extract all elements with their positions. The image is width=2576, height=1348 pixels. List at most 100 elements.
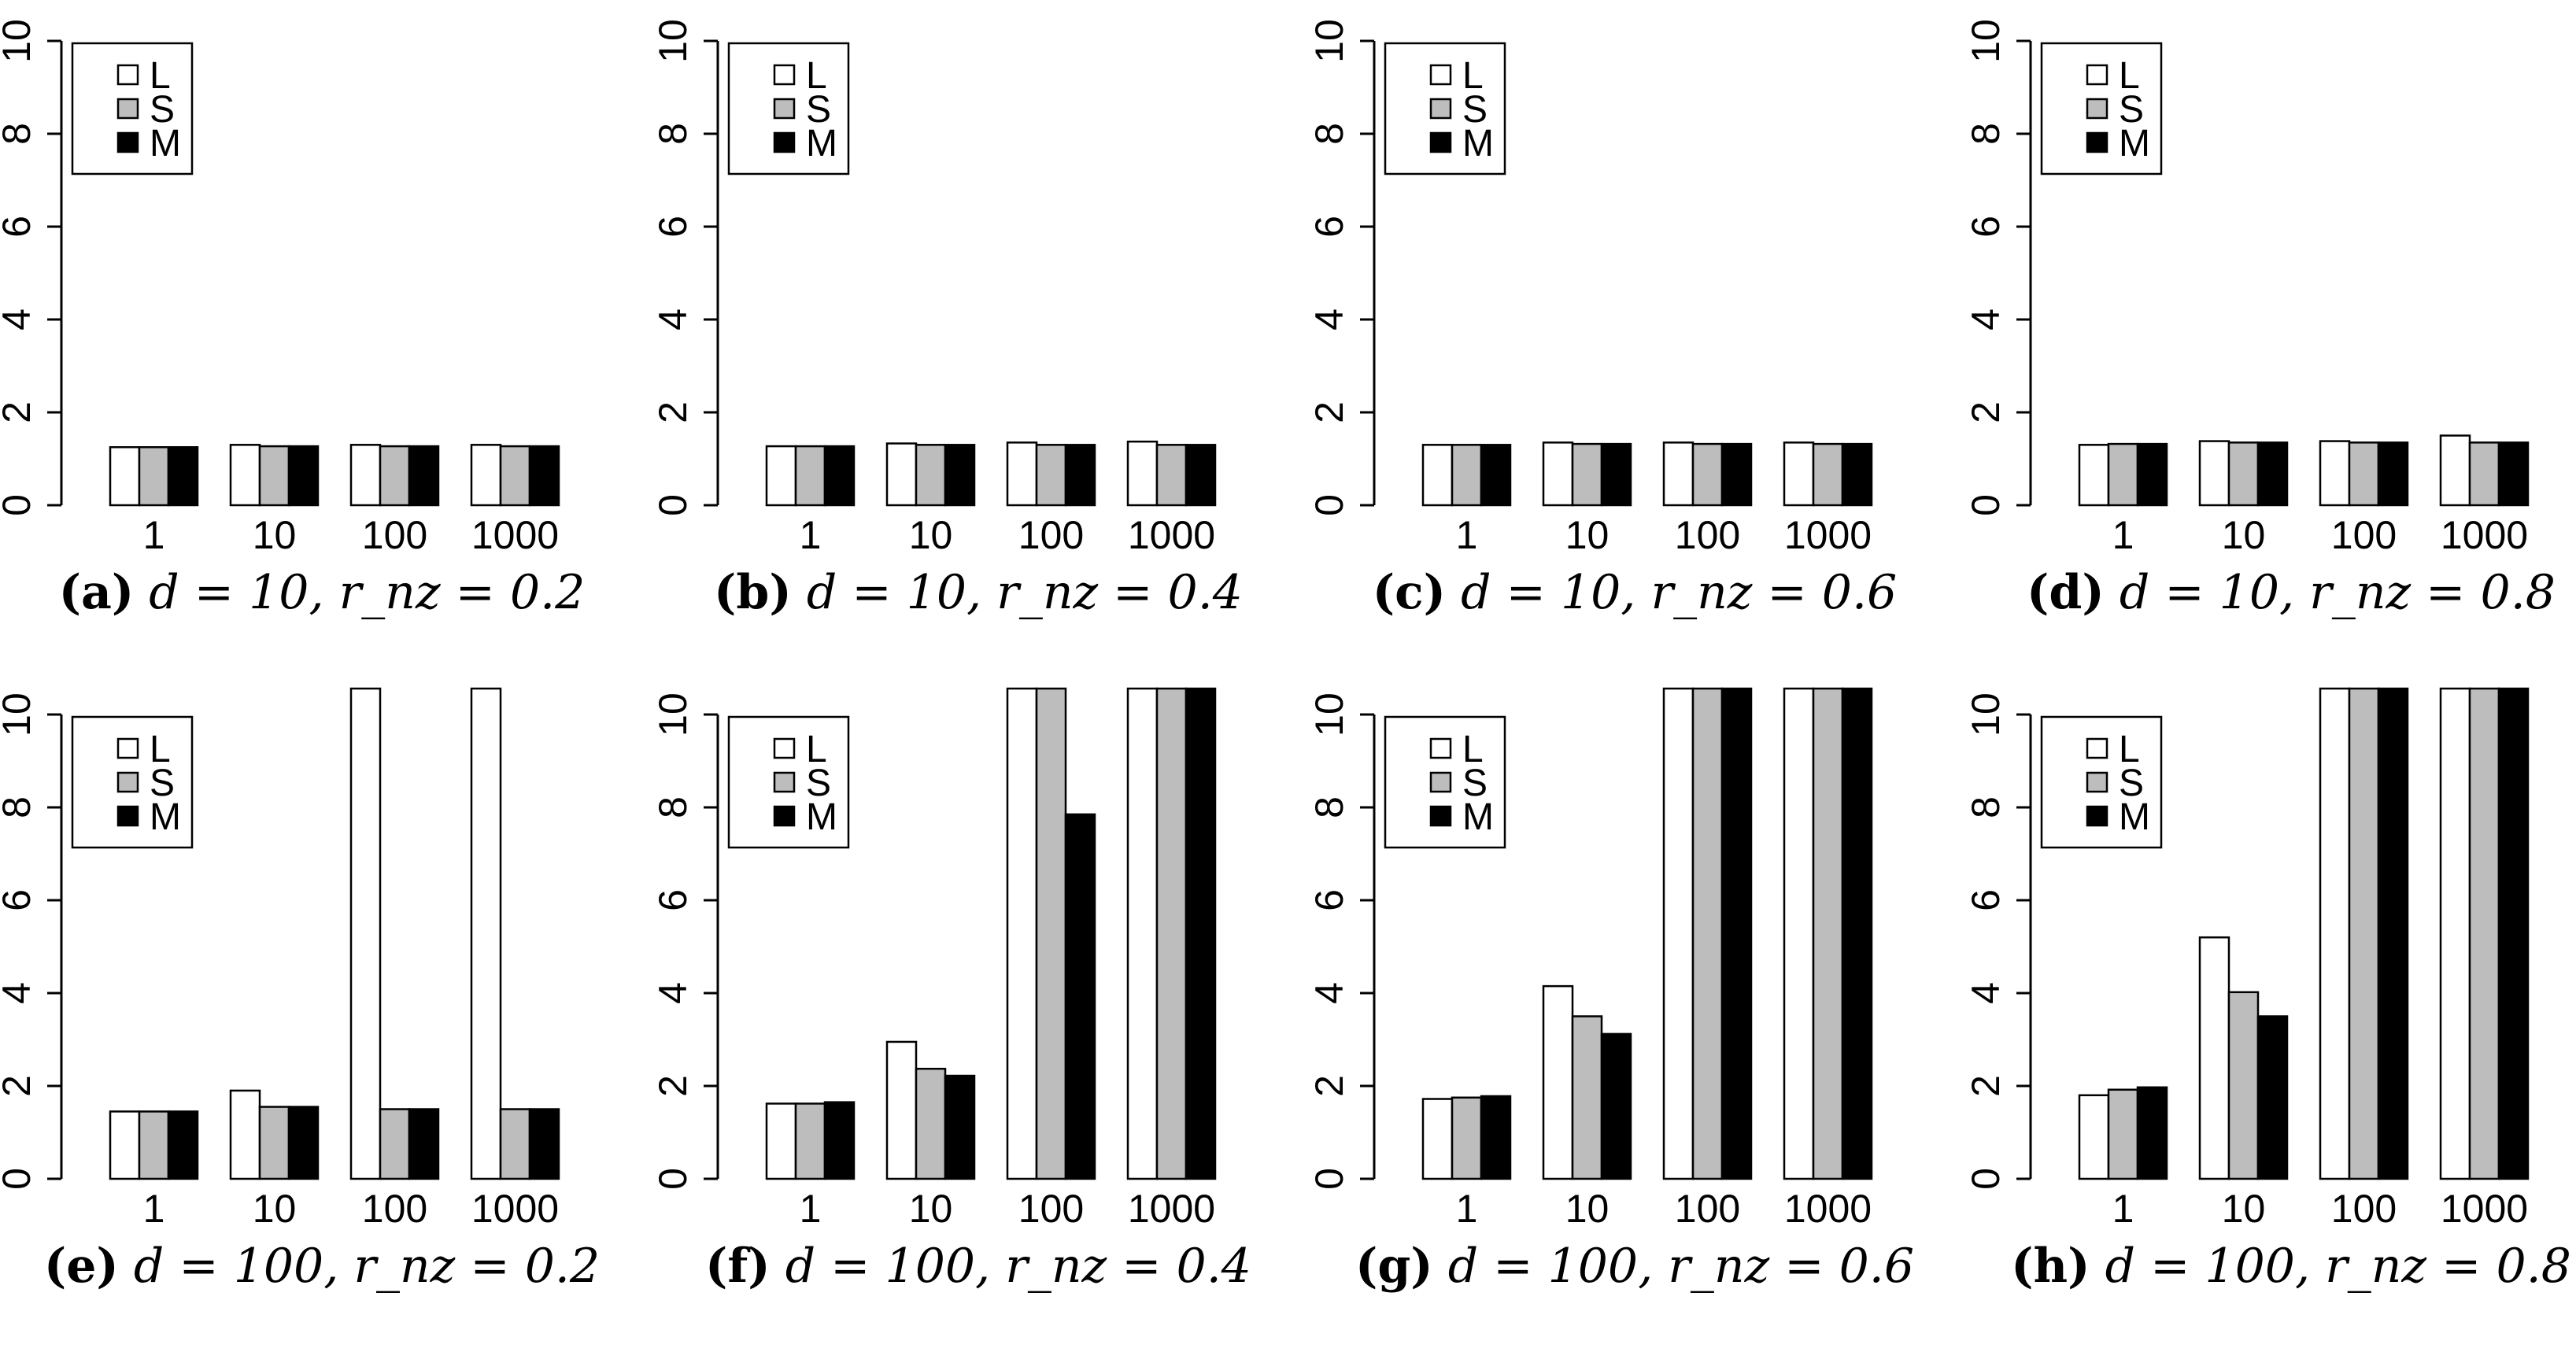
bar-S-1	[794, 445, 826, 507]
x-tick-label: 100	[1675, 1187, 1740, 1224]
bar-S-1	[794, 1102, 826, 1180]
legend: LSM	[2040, 42, 2163, 175]
bar-L-1	[109, 446, 141, 507]
x-tick-label: 10	[2222, 1187, 2266, 1224]
y-tick-label: 4	[1969, 982, 2008, 1004]
bar-S-1	[138, 1110, 170, 1180]
caption-e: (e) d = 100, r_nz = 0.2	[0, 1239, 644, 1294]
legend: LSM	[1384, 715, 1506, 849]
bar-M-1	[2136, 442, 2168, 507]
bar-M-100	[1064, 813, 1096, 1180]
caption-equation: d = 100, r_nz = 0.2	[118, 1239, 601, 1294]
legend: LSM	[727, 715, 850, 849]
bar-M-1	[823, 445, 856, 507]
caption-equation: d = 100, r_nz = 0.4	[770, 1239, 1251, 1294]
bar-M-100	[2377, 441, 2409, 507]
y-tick-label: 10	[1313, 692, 1351, 737]
legend-swatch-S	[1429, 98, 1452, 120]
legend-swatch-L	[773, 64, 796, 86]
y-tick-label: 6	[1313, 216, 1351, 238]
x-tick-label: 100	[362, 513, 427, 551]
panel-e: 0 2 4 6 8 10 1 10 100 1000 LSM (e) d = 100, r_nz = …	[0, 674, 644, 1347]
y-tick-label: 2	[0, 401, 39, 423]
legend-label-L: L	[2119, 55, 2140, 97]
y-tick-label: 8	[656, 796, 695, 818]
y-tick-label: 8	[1313, 123, 1351, 145]
legend: LSM	[71, 715, 194, 849]
bar-S-100	[379, 1108, 411, 1180]
bar-L-100	[2319, 440, 2351, 507]
bar-M-100	[1720, 442, 1753, 507]
caption-equation: d = 100, r_nz = 0.6	[1432, 1239, 1915, 1294]
legend-swatch-L	[116, 64, 139, 86]
legend-swatch-M	[2086, 131, 2108, 153]
x-tick-label: 10	[1565, 1187, 1610, 1224]
x-tick-label: 1000	[1784, 1187, 1872, 1224]
legend: LSM	[727, 42, 850, 175]
bar-S-1000	[1812, 442, 1844, 507]
y-tick-label: 4	[1969, 308, 2008, 331]
legend-label-S: S	[806, 89, 831, 131]
chart-c: 0 2 4 6 8 10 1 10 100 1000 LSM	[1313, 19, 1873, 551]
bar-S-1000	[2468, 687, 2500, 1180]
x-tick-label: 10	[909, 513, 953, 551]
bar-M-1000	[2497, 441, 2530, 507]
bar-L-10	[885, 442, 918, 507]
y-tick-label: 6	[0, 889, 39, 911]
legend-swatch-M	[1429, 805, 1452, 827]
legend-label-M: M	[150, 123, 181, 164]
caption-equation: d = 10, r_nz = 0.6	[1446, 565, 1898, 620]
x-tick-label: 1	[800, 513, 822, 551]
y-tick-label: 0	[1969, 494, 2008, 516]
legend: LSM	[1384, 42, 1506, 175]
y-tick-label: 2	[656, 401, 695, 423]
y-tick-label: 10	[0, 692, 39, 737]
y-tick-label: 2	[1313, 401, 1351, 423]
chart-e: 0 2 4 6 8 10 1 10 100 1000 LSM	[0, 687, 560, 1224]
y-tick-label: 6	[1969, 889, 2008, 911]
legend-swatch-M	[116, 131, 139, 153]
legend-label-L: L	[806, 729, 827, 770]
bar-S-100	[1035, 687, 1067, 1180]
panel-b: 0 2 4 6 8 10 1 10 100 1000 LSM (b) d = 10, r_nz = 0…	[656, 0, 1300, 674]
bar-M-1	[167, 446, 199, 507]
legend-label-S: S	[2119, 89, 2144, 131]
legend-label-M: M	[806, 123, 837, 164]
bar-S-1000	[1155, 444, 1188, 507]
bar-S-1000	[1812, 687, 1844, 1180]
legend-swatch-S	[773, 771, 796, 793]
bar-M-1000	[528, 445, 560, 507]
chart-g: 0 2 4 6 8 10 1 10 100 1000 LSM	[1313, 687, 1873, 1224]
chart-f: 0 2 4 6 8 10 1 10 100 1000 LSM	[656, 687, 1217, 1224]
legend-swatch-M	[773, 805, 796, 827]
x-tick-label: 100	[362, 1187, 427, 1224]
y-tick-label: 6	[656, 216, 695, 238]
bar-L-1	[1421, 1098, 1454, 1180]
x-tick-label: 1	[2112, 513, 2134, 551]
legend-label-L: L	[1462, 729, 1484, 770]
bar-S-10	[2227, 441, 2260, 507]
legend-swatch-M	[2086, 805, 2108, 827]
bar-L-1000	[470, 444, 502, 507]
panel-g: 0 2 4 6 8 10 1 10 100 1000 LSM (g) d = 100, r_nz = …	[1313, 674, 1957, 1347]
y-tick-label: 0	[0, 1168, 39, 1190]
caption-label: (d)	[2027, 565, 2105, 620]
y-tick-label: 2	[0, 1075, 39, 1097]
x-tick-label: 1	[143, 1187, 165, 1224]
legend-swatch-S	[1429, 771, 1452, 793]
legend-label-L: L	[1462, 55, 1484, 97]
y-tick-label: 2	[1969, 401, 2008, 423]
y-tick-label: 10	[1969, 692, 2008, 737]
x-tick-label: 1	[2112, 1187, 2134, 1224]
caption-label: (a)	[58, 565, 135, 620]
bar-M-10	[1600, 442, 1632, 507]
caption-c: (c) d = 10, r_nz = 0.6	[1313, 565, 1957, 620]
bar-L-10	[1542, 984, 1574, 1180]
legend-label-S: S	[2119, 763, 2144, 804]
x-tick-label: 1000	[2441, 1187, 2528, 1224]
caption-label: (g)	[1355, 1239, 1433, 1294]
y-tick-label: 2	[1969, 1075, 2008, 1097]
y-tick-label: 0	[1313, 1168, 1351, 1190]
y-tick-label: 10	[656, 19, 695, 63]
